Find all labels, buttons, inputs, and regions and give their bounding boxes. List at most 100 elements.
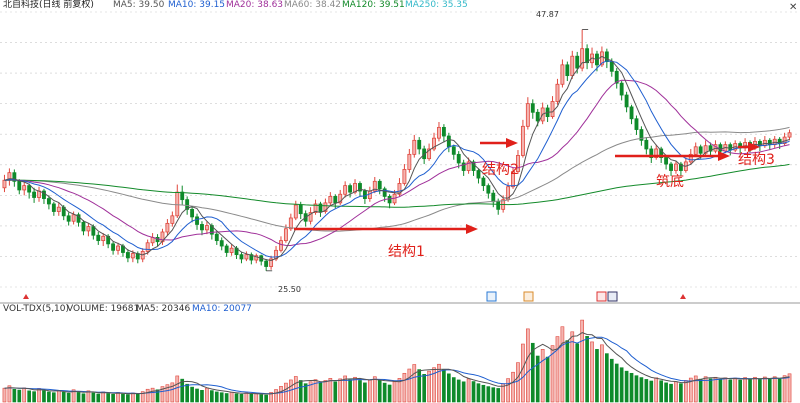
volume-bar-down bbox=[121, 393, 125, 403]
volume-bar-up bbox=[407, 368, 412, 403]
candle-down bbox=[417, 139, 422, 150]
ma20-label: MA20: 38.63 bbox=[226, 0, 283, 10]
candle-down bbox=[535, 111, 540, 122]
candle-up bbox=[254, 255, 259, 261]
volume-bar-down bbox=[575, 343, 580, 403]
moving-average-lines bbox=[4, 29, 790, 272]
volume-bar-down bbox=[595, 349, 599, 403]
volume-bar-up bbox=[7, 385, 12, 403]
volume-bar-down bbox=[155, 389, 160, 403]
dividend-marker-icon[interactable] bbox=[23, 294, 29, 299]
candle-down bbox=[481, 177, 486, 187]
volume-bar-up bbox=[713, 376, 718, 403]
candle-down bbox=[111, 243, 116, 251]
volume-bar-down bbox=[17, 389, 22, 403]
candle-up bbox=[101, 235, 106, 242]
volume-bar-up bbox=[521, 343, 525, 403]
volume-bar-down bbox=[377, 379, 382, 403]
volume-bar-up bbox=[160, 386, 165, 403]
candle-down bbox=[66, 215, 71, 222]
event-marker-notice[interactable] bbox=[523, 291, 534, 302]
candle-up bbox=[520, 125, 525, 156]
volume-bar-down bbox=[249, 393, 254, 403]
volume-bar-up bbox=[753, 376, 757, 403]
volume-bar-up bbox=[540, 349, 545, 403]
candle-up bbox=[170, 215, 175, 224]
candle-up bbox=[22, 185, 27, 191]
volume-bar-down bbox=[76, 392, 81, 403]
volume-bar-down bbox=[333, 381, 338, 403]
volume-bar-up bbox=[506, 378, 510, 403]
candle-down bbox=[624, 94, 629, 108]
candle-up bbox=[269, 258, 274, 267]
candle-up bbox=[293, 204, 298, 219]
close-icon[interactable]: ✕ bbox=[789, 2, 797, 13]
candle-up bbox=[688, 153, 693, 163]
volume-bar-down bbox=[239, 393, 244, 403]
candle-up bbox=[693, 146, 698, 155]
volume-bar-down bbox=[61, 391, 66, 403]
candle-down bbox=[496, 201, 501, 210]
candle-down bbox=[42, 190, 46, 199]
vol-value-label: VOLUME: 19681 bbox=[67, 304, 139, 314]
candle-up bbox=[343, 185, 348, 195]
candle-up bbox=[145, 242, 150, 252]
candle-up bbox=[175, 191, 180, 217]
candle-down bbox=[708, 145, 713, 152]
candle-down bbox=[456, 153, 461, 164]
volume-bar-up bbox=[723, 377, 728, 403]
volume-bar-down bbox=[358, 380, 362, 403]
volume-bar-down bbox=[461, 381, 466, 403]
candle-up bbox=[654, 148, 659, 158]
volume-bar-up bbox=[550, 345, 555, 403]
candle-up bbox=[599, 51, 604, 66]
volume-bar-up bbox=[343, 375, 347, 403]
arrow-head-base bbox=[718, 151, 730, 161]
volume-bar-down bbox=[639, 377, 644, 403]
candle-down bbox=[264, 260, 269, 267]
volume-bar-down bbox=[644, 379, 649, 403]
candle-down bbox=[678, 163, 683, 171]
volume-bar-up bbox=[170, 382, 175, 403]
volume-bar-down bbox=[486, 386, 491, 403]
volume-bar-down bbox=[214, 391, 219, 403]
candle-up bbox=[580, 48, 585, 69]
candle-up bbox=[397, 183, 402, 195]
volume-bar-up bbox=[674, 381, 678, 403]
candle-up bbox=[437, 126, 441, 139]
candle-up bbox=[56, 206, 61, 212]
candle-down bbox=[609, 61, 614, 72]
annotation-structure-1: 结构1 bbox=[388, 244, 425, 260]
candle-down bbox=[698, 146, 703, 154]
candle-down bbox=[446, 135, 451, 148]
event-marker-info[interactable] bbox=[486, 291, 497, 302]
candle-up bbox=[204, 225, 209, 231]
candle-up bbox=[130, 253, 135, 259]
volume-bar-up bbox=[254, 392, 259, 403]
dividend-marker-icon[interactable] bbox=[680, 294, 686, 299]
volume-bar-up bbox=[284, 382, 288, 403]
volume-bar-up bbox=[71, 389, 76, 403]
event-marker-financial[interactable] bbox=[607, 291, 618, 302]
candle-down bbox=[619, 82, 624, 96]
low-price-label: 25.50 bbox=[278, 285, 301, 294]
volume-bar-up bbox=[101, 391, 106, 403]
volume-bars bbox=[2, 319, 792, 403]
candle-down bbox=[224, 245, 229, 253]
candle-up bbox=[427, 148, 432, 160]
volume-bar-down bbox=[12, 388, 17, 403]
volume-ma5-line bbox=[4, 332, 790, 395]
candle-down bbox=[76, 214, 81, 223]
volume-bar-down bbox=[664, 382, 668, 403]
volume-bar-up bbox=[772, 376, 777, 403]
candle-down bbox=[239, 254, 244, 260]
candle-down bbox=[348, 185, 353, 193]
candle-down bbox=[219, 240, 224, 247]
candle-up bbox=[367, 190, 372, 199]
volume-bar-up bbox=[22, 387, 27, 403]
event-marker-alert[interactable] bbox=[596, 291, 607, 302]
volume-bar-down bbox=[298, 380, 303, 403]
candle-down bbox=[461, 162, 466, 171]
volume-bar-up bbox=[229, 391, 234, 403]
vol-indicator-label: VOL-TDX(5,10) bbox=[3, 304, 69, 314]
